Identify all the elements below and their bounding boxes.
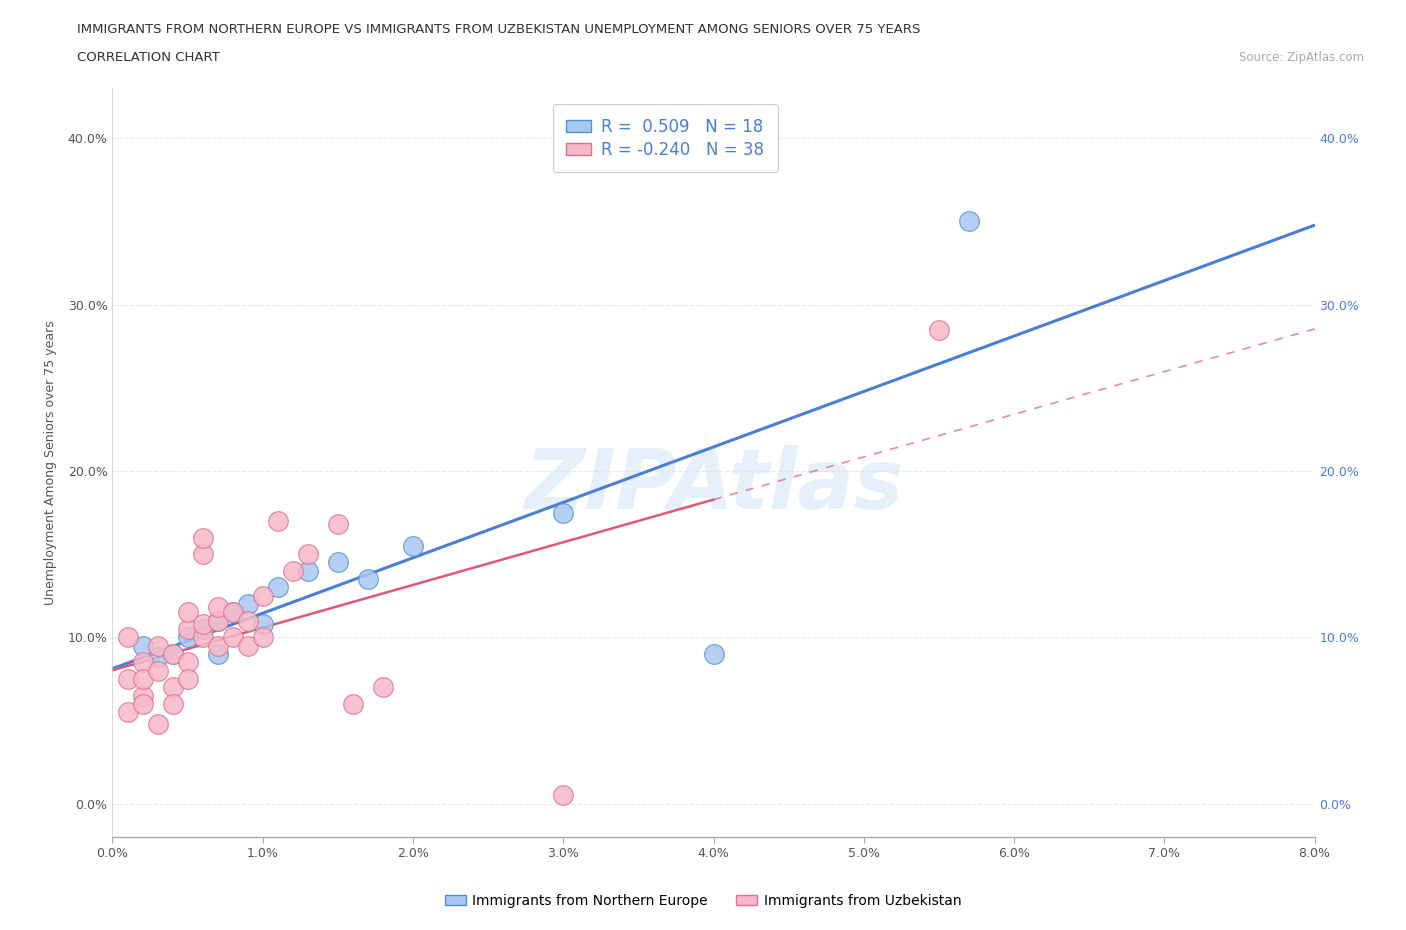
Point: [176, 671, 198, 686]
Point: [191, 617, 214, 631]
Point: [191, 547, 214, 562]
Y-axis label: Unemployment Among Seniors over 75 years: Unemployment Among Seniors over 75 years: [44, 320, 56, 605]
Point: [207, 600, 229, 615]
Text: Source: ZipAtlas.com: Source: ZipAtlas.com: [1239, 51, 1364, 64]
Point: [131, 697, 153, 711]
Point: [146, 663, 169, 678]
Point: [553, 788, 575, 803]
Point: [146, 716, 169, 731]
Point: [191, 621, 214, 636]
Point: [236, 597, 259, 612]
Point: [146, 638, 169, 653]
Point: [162, 680, 184, 695]
Text: ZIPAtlas: ZIPAtlas: [524, 445, 903, 525]
Point: [176, 655, 198, 670]
Point: [131, 671, 153, 686]
Point: [162, 646, 184, 661]
Legend: Immigrants from Northern Europe, Immigrants from Uzbekistan: Immigrants from Northern Europe, Immigra…: [439, 889, 967, 914]
Point: [267, 513, 290, 528]
Point: [236, 613, 259, 628]
Point: [207, 638, 229, 653]
Point: [252, 589, 274, 604]
Point: [928, 322, 950, 337]
Point: [326, 517, 349, 532]
Point: [176, 630, 198, 644]
Point: [342, 697, 364, 711]
Point: [281, 564, 304, 578]
Point: [207, 646, 229, 661]
Point: [131, 655, 153, 670]
Point: [402, 538, 425, 553]
Point: [162, 646, 184, 661]
Point: [357, 572, 380, 587]
Point: [191, 530, 214, 545]
Point: [222, 605, 245, 620]
Point: [191, 630, 214, 644]
Point: [117, 671, 139, 686]
Point: [176, 605, 198, 620]
Point: [117, 630, 139, 644]
Point: [176, 621, 198, 636]
Point: [553, 505, 575, 520]
Point: [252, 630, 274, 644]
Point: [371, 680, 394, 695]
Point: [252, 617, 274, 631]
Point: [957, 214, 980, 229]
Point: [207, 613, 229, 628]
Point: [207, 613, 229, 628]
Point: [297, 564, 319, 578]
Point: [131, 638, 153, 653]
Legend: R =  0.509   N = 18, R = -0.240   N = 38: R = 0.509 N = 18, R = -0.240 N = 38: [553, 104, 778, 172]
Point: [267, 580, 290, 595]
Point: [326, 555, 349, 570]
Text: IMMIGRANTS FROM NORTHERN EUROPE VS IMMIGRANTS FROM UZBEKISTAN UNEMPLOYMENT AMONG: IMMIGRANTS FROM NORTHERN EUROPE VS IMMIG…: [77, 23, 921, 36]
Point: [702, 646, 725, 661]
Point: [297, 547, 319, 562]
Point: [146, 650, 169, 665]
Point: [236, 638, 259, 653]
Text: CORRELATION CHART: CORRELATION CHART: [77, 51, 221, 64]
Point: [131, 688, 153, 703]
Point: [117, 705, 139, 720]
Point: [222, 605, 245, 620]
Point: [162, 697, 184, 711]
Point: [222, 630, 245, 644]
